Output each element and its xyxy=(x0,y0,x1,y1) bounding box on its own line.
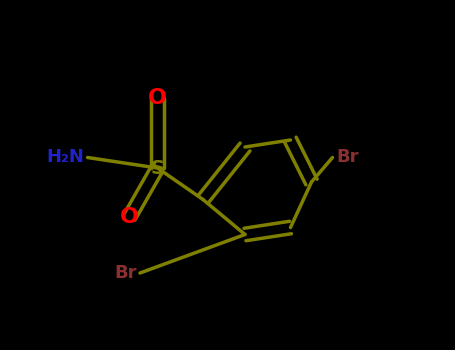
Text: Br: Br xyxy=(336,148,359,167)
Text: Br: Br xyxy=(114,264,136,282)
Text: H₂N: H₂N xyxy=(46,148,84,167)
Text: S: S xyxy=(151,159,165,177)
Text: O: O xyxy=(148,88,167,108)
Text: O: O xyxy=(120,207,139,227)
